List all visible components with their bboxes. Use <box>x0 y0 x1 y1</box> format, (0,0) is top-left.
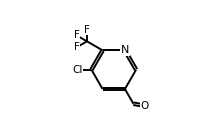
Text: N: N <box>121 45 129 55</box>
Text: O: O <box>141 101 149 111</box>
Text: Cl: Cl <box>72 65 83 75</box>
Text: F: F <box>74 42 80 52</box>
Text: F: F <box>84 25 90 35</box>
Text: F: F <box>74 30 80 40</box>
